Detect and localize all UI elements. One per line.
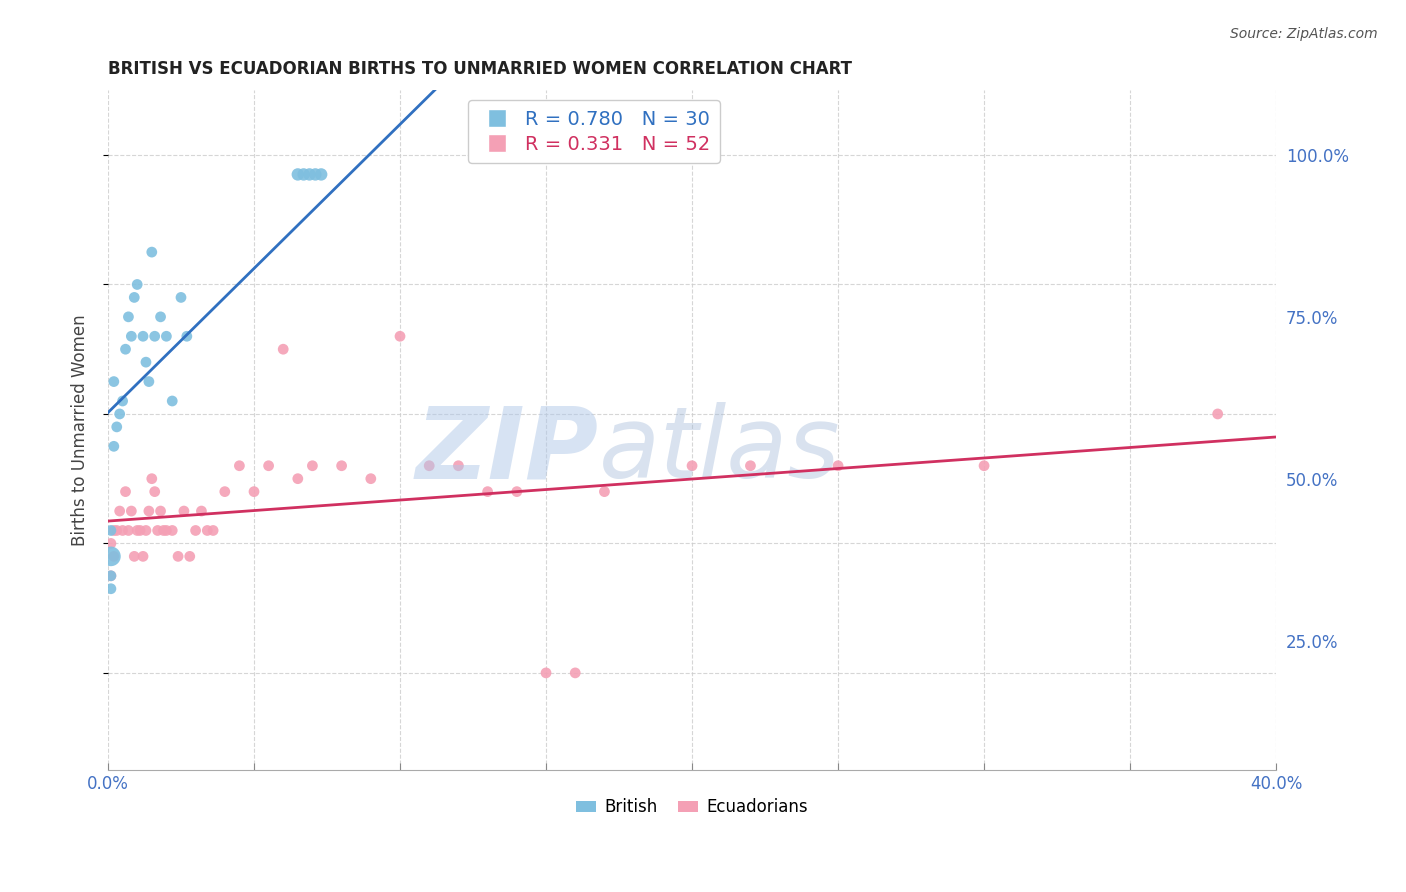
Point xyxy=(149,504,172,518)
Point xyxy=(973,458,995,473)
Point xyxy=(143,329,166,343)
Text: Source: ZipAtlas.com: Source: ZipAtlas.com xyxy=(1230,27,1378,41)
Point xyxy=(108,407,131,421)
Point xyxy=(100,569,122,583)
Point xyxy=(257,458,280,473)
Point xyxy=(477,484,499,499)
Point xyxy=(170,290,193,304)
Point xyxy=(298,168,321,182)
Point xyxy=(155,329,177,343)
Point xyxy=(287,168,309,182)
Point xyxy=(447,458,470,473)
Point xyxy=(100,536,122,550)
Point xyxy=(167,549,190,564)
Point xyxy=(143,484,166,499)
Point xyxy=(228,458,250,473)
Point xyxy=(292,168,315,182)
Point xyxy=(146,524,169,538)
Point xyxy=(105,420,128,434)
Point xyxy=(132,329,155,343)
Point xyxy=(176,329,198,343)
Point xyxy=(271,342,294,356)
Point xyxy=(149,310,172,324)
Point xyxy=(184,524,207,538)
Point xyxy=(214,484,236,499)
Legend: British, Ecuadorians: British, Ecuadorians xyxy=(569,791,814,822)
Point xyxy=(564,665,586,680)
Point xyxy=(117,524,139,538)
Point xyxy=(105,524,128,538)
Point xyxy=(135,524,157,538)
Point xyxy=(287,472,309,486)
Point xyxy=(103,524,125,538)
Text: atlas: atlas xyxy=(599,402,841,499)
Point xyxy=(132,549,155,564)
Point xyxy=(506,142,529,156)
Point xyxy=(155,524,177,538)
Point xyxy=(127,524,149,538)
Point xyxy=(100,569,122,583)
Point xyxy=(195,524,218,538)
Point xyxy=(122,290,145,304)
Point xyxy=(330,458,353,473)
Point xyxy=(114,484,136,499)
Point xyxy=(141,472,163,486)
Point xyxy=(827,458,849,473)
Point xyxy=(1206,407,1229,421)
Point xyxy=(173,504,195,518)
Point xyxy=(304,168,326,182)
Point xyxy=(120,504,142,518)
Point xyxy=(360,472,382,486)
Point xyxy=(108,504,131,518)
Text: ZIP: ZIP xyxy=(416,402,599,499)
Point xyxy=(740,458,762,473)
Text: BRITISH VS ECUADORIAN BIRTHS TO UNMARRIED WOMEN CORRELATION CHART: BRITISH VS ECUADORIAN BIRTHS TO UNMARRIE… xyxy=(108,60,852,78)
Point xyxy=(100,582,122,596)
Point xyxy=(100,549,122,564)
Point xyxy=(593,484,616,499)
Point xyxy=(138,375,160,389)
Point xyxy=(100,524,122,538)
Point xyxy=(162,524,184,538)
Point xyxy=(129,524,152,538)
Point xyxy=(506,484,529,499)
Point xyxy=(301,458,323,473)
Point xyxy=(120,329,142,343)
Point xyxy=(141,245,163,260)
Point xyxy=(111,524,134,538)
Point xyxy=(418,458,440,473)
Point xyxy=(389,329,412,343)
Point xyxy=(127,277,149,292)
Point xyxy=(681,458,703,473)
Point xyxy=(534,665,557,680)
Point xyxy=(117,310,139,324)
Point xyxy=(103,549,125,564)
Point xyxy=(138,504,160,518)
Y-axis label: Births to Unmarried Women: Births to Unmarried Women xyxy=(72,314,89,546)
Point xyxy=(162,394,184,409)
Point xyxy=(111,394,134,409)
Point xyxy=(309,168,332,182)
Point xyxy=(122,549,145,564)
Point xyxy=(190,504,212,518)
Point xyxy=(152,524,174,538)
Point xyxy=(114,342,136,356)
Point xyxy=(103,375,125,389)
Point xyxy=(179,549,201,564)
Point xyxy=(243,484,266,499)
Point xyxy=(103,439,125,453)
Point xyxy=(202,524,225,538)
Point xyxy=(135,355,157,369)
